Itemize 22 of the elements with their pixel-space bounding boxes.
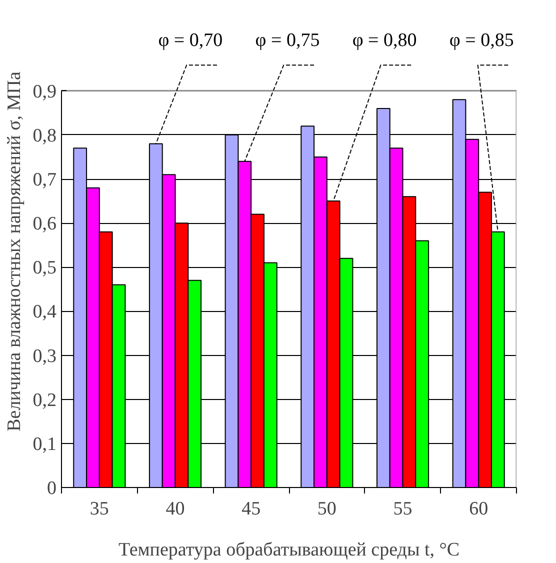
x-axis-title: Температура обрабатывающей среды t, °C <box>118 540 460 560</box>
y-tick-label: 0,4 <box>32 302 57 323</box>
x-tick-label: 40 <box>166 498 185 520</box>
y-tick-label: 0,6 <box>32 214 56 235</box>
y-tick-label: 0,9 <box>32 81 56 102</box>
x-tick-label: 50 <box>317 498 336 520</box>
y-tick-label: 0,8 <box>32 125 56 146</box>
x-tick-label: 45 <box>242 498 261 520</box>
text: φ = 0,75 <box>255 30 320 52</box>
text: φ = 0,80 <box>352 30 417 52</box>
y-axis-title: Величина влажностных напряжений σ, МПа <box>4 71 25 432</box>
x-tick-label: 35 <box>90 498 109 520</box>
y-tick-label: 0 <box>47 478 56 499</box>
y-tick-label: 0,7 <box>32 170 56 191</box>
y-tick-label: 0,2 <box>32 390 56 411</box>
text: φ = 0,70 <box>158 30 223 52</box>
y-tick-label: 0,1 <box>32 434 56 455</box>
y-tick-label: 0,5 <box>32 258 56 279</box>
x-tick-label: 55 <box>393 498 412 520</box>
y-tick-label: 0,3 <box>32 346 56 367</box>
x-tick-label: 60 <box>469 498 488 520</box>
text: φ = 0,85 <box>449 30 514 52</box>
